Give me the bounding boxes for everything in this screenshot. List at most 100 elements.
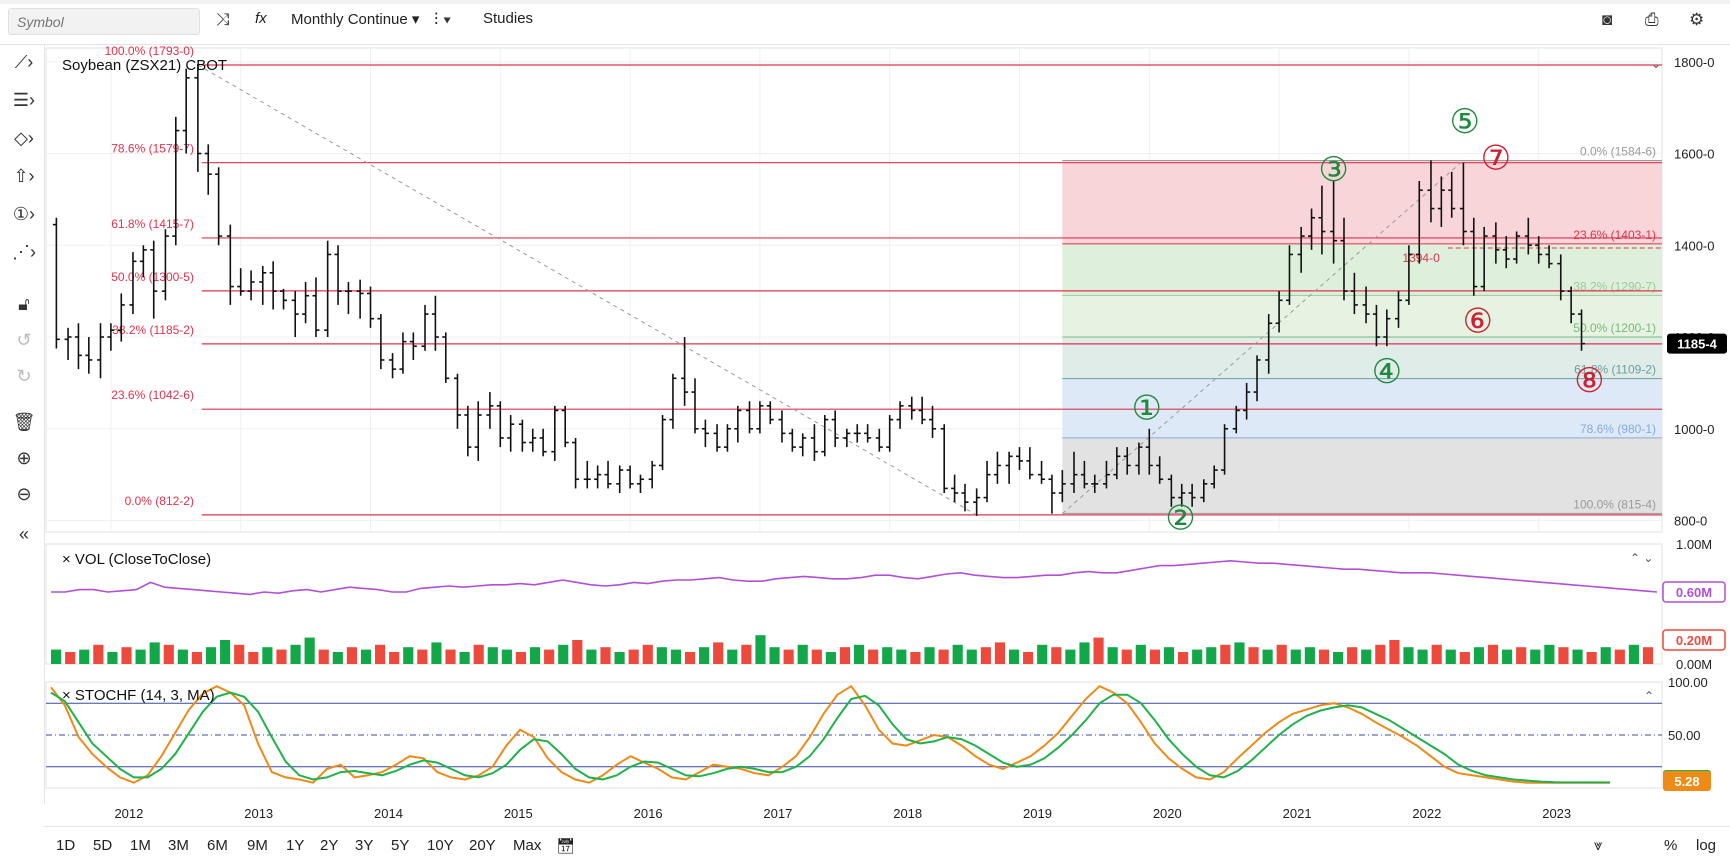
volume-bar <box>1558 647 1569 664</box>
volume-bar <box>952 644 963 664</box>
x-tick-label: 2023 <box>1542 806 1571 821</box>
timeframe-10y[interactable]: 10Y <box>427 837 454 854</box>
volume-bar <box>121 647 132 664</box>
volume-bar <box>318 649 329 664</box>
volume-bar <box>1023 652 1034 664</box>
print-icon[interactable]: ⎙ <box>1645 10 1659 29</box>
tab-strip <box>0 0 1730 4</box>
volume-bar <box>839 647 851 664</box>
zoom-in-icon[interactable]: ⊕ <box>16 448 32 468</box>
volume-badge <box>1662 629 1726 651</box>
wave-label: ① <box>1131 390 1161 428</box>
camera-icon[interactable]: ◙ <box>1602 10 1613 29</box>
x-axis: 2012 2013 2014 2015 2016 2017 2018 2019 2020 2021… <box>114 806 1571 821</box>
undo-icon[interactable]: ↺ <box>16 330 32 350</box>
zoom-out-icon[interactable]: ⊖ <box>16 484 32 504</box>
timeframe-20y[interactable]: 20Y <box>469 837 496 854</box>
volume-bar <box>1642 647 1654 664</box>
fib-tool-icon[interactable]: ☰› <box>12 90 36 110</box>
timeframe-max[interactable]: Max <box>513 837 542 854</box>
fx-button[interactable]: fx <box>255 10 267 27</box>
stoch-k-badge <box>1663 771 1711 791</box>
volume-bar <box>1614 649 1625 664</box>
fib-zone <box>1062 160 1662 244</box>
volume-bar <box>656 647 667 664</box>
timeframe-6m[interactable]: 6M <box>207 837 228 854</box>
stoch-y-tick: 50.00 <box>1668 728 1701 743</box>
volume-bar <box>1600 647 1611 664</box>
volume-bar <box>262 647 273 664</box>
stoch-badge-label: 5.28 <box>1674 774 1699 789</box>
lock-icon[interactable]: 🔓︎ <box>18 294 30 314</box>
timeframe-1d[interactable]: 1D <box>56 837 76 854</box>
timeframe-2y[interactable]: 2Y <box>320 837 339 854</box>
last-price-badge <box>1667 333 1727 354</box>
volume-bar <box>1304 647 1315 664</box>
symbol-input[interactable] <box>8 8 200 35</box>
bar-chart-icon[interactable]: ⫶ ▾ <box>434 10 452 29</box>
fib-zone <box>1062 437 1662 514</box>
log-toggle[interactable]: log <box>1696 837 1717 854</box>
volume-bar <box>1487 644 1499 664</box>
studies-button[interactable]: Studies <box>483 10 534 27</box>
volume-bar <box>1135 644 1146 664</box>
volume-bar <box>360 649 372 664</box>
volume-title: × VOL (CloseToClose) <box>62 551 211 568</box>
collapse-icon[interactable]: « <box>18 524 29 544</box>
timeframe-bar: 1D 5D 1M 3M 6M 9M 1Y 2Y 3Y 5Y 10Y 20Y Max 📅︎ ⩔ % log <box>44 826 1730 864</box>
left-fib-label: 78.6% (1579-7) <box>111 142 194 156</box>
volume-bar <box>1403 647 1414 664</box>
volume-bar <box>854 644 865 664</box>
volume-bar <box>403 647 414 664</box>
shape-tool-icon[interactable]: ◇› <box>14 128 34 148</box>
timeframe-3m[interactable]: 3M <box>168 837 189 854</box>
volume-bar <box>1628 644 1639 664</box>
drawing-tools-sidebar: ⟋› ☰› ◇› ⇧› ①› ⋰› 🔓︎ ↺ ↻ 🗑︎ ⊕ ⊖ « <box>0 44 45 804</box>
arrow-tool-icon[interactable]: ⇧› <box>13 166 35 186</box>
timeframe-3y[interactable]: 3Y <box>355 837 374 854</box>
redo-icon[interactable]: ↻ <box>16 366 32 386</box>
gear-icon[interactable]: ⚙ <box>1689 10 1705 29</box>
shuffle-icon[interactable]: ⤨ <box>216 10 230 29</box>
volume-bar <box>1051 647 1062 664</box>
volume-bar <box>600 647 611 664</box>
calendar-icon[interactable]: 📅︎ <box>556 838 576 855</box>
volume-bar <box>1262 649 1273 664</box>
volume-bar <box>135 649 146 664</box>
x-tick-label: 2017 <box>763 806 792 821</box>
x-tick-label: 2022 <box>1412 806 1441 821</box>
x-tick-label: 2021 <box>1283 806 1312 821</box>
timeframe-5y[interactable]: 5Y <box>391 837 410 854</box>
volume-bar <box>1375 644 1386 664</box>
percent-toggle[interactable]: % <box>1664 837 1678 854</box>
pattern-tool-icon[interactable]: ⋰› <box>12 242 36 262</box>
volume-bar <box>1276 644 1287 664</box>
volume-bar <box>1530 649 1541 664</box>
volume-bar <box>93 644 104 664</box>
volume-bar <box>1163 647 1175 664</box>
number-marker-icon[interactable]: ①› <box>12 204 36 224</box>
right-fib-label: 100.0% (815-4) <box>1573 497 1656 511</box>
volume-bar <box>234 644 245 664</box>
interval-dropdown[interactable]: Monthly Continue ▾ <box>291 11 420 28</box>
volume-bar <box>1502 649 1513 664</box>
timeframe-1y[interactable]: 1Y <box>286 837 305 854</box>
trash-icon[interactable]: 🗑︎ <box>12 412 36 432</box>
toolbar: ⤨ fx Monthly Continue ▾ ⫶ ▾ Studies ◙ ⎙ … <box>0 0 1730 45</box>
timeframe-9m[interactable]: 9M <box>247 837 268 854</box>
line-tool-icon[interactable]: ⟋› <box>14 52 34 72</box>
volume-bar <box>205 647 217 664</box>
volume-bar <box>375 644 386 664</box>
volume-bar <box>670 649 682 664</box>
volume-bar <box>966 649 977 664</box>
chevron-down-icon[interactable]: ⩔ <box>1594 837 1603 854</box>
timeframe-5d[interactable]: 5D <box>93 837 113 854</box>
volume-bar <box>79 649 90 664</box>
volume-bar <box>431 642 442 664</box>
timeframe-1m[interactable]: 1M <box>130 837 151 854</box>
volume-bar <box>473 644 484 664</box>
volume-bar <box>1586 652 1597 664</box>
volume-bar <box>994 642 1006 664</box>
volume-badge-label: 0.20M <box>1676 633 1712 648</box>
